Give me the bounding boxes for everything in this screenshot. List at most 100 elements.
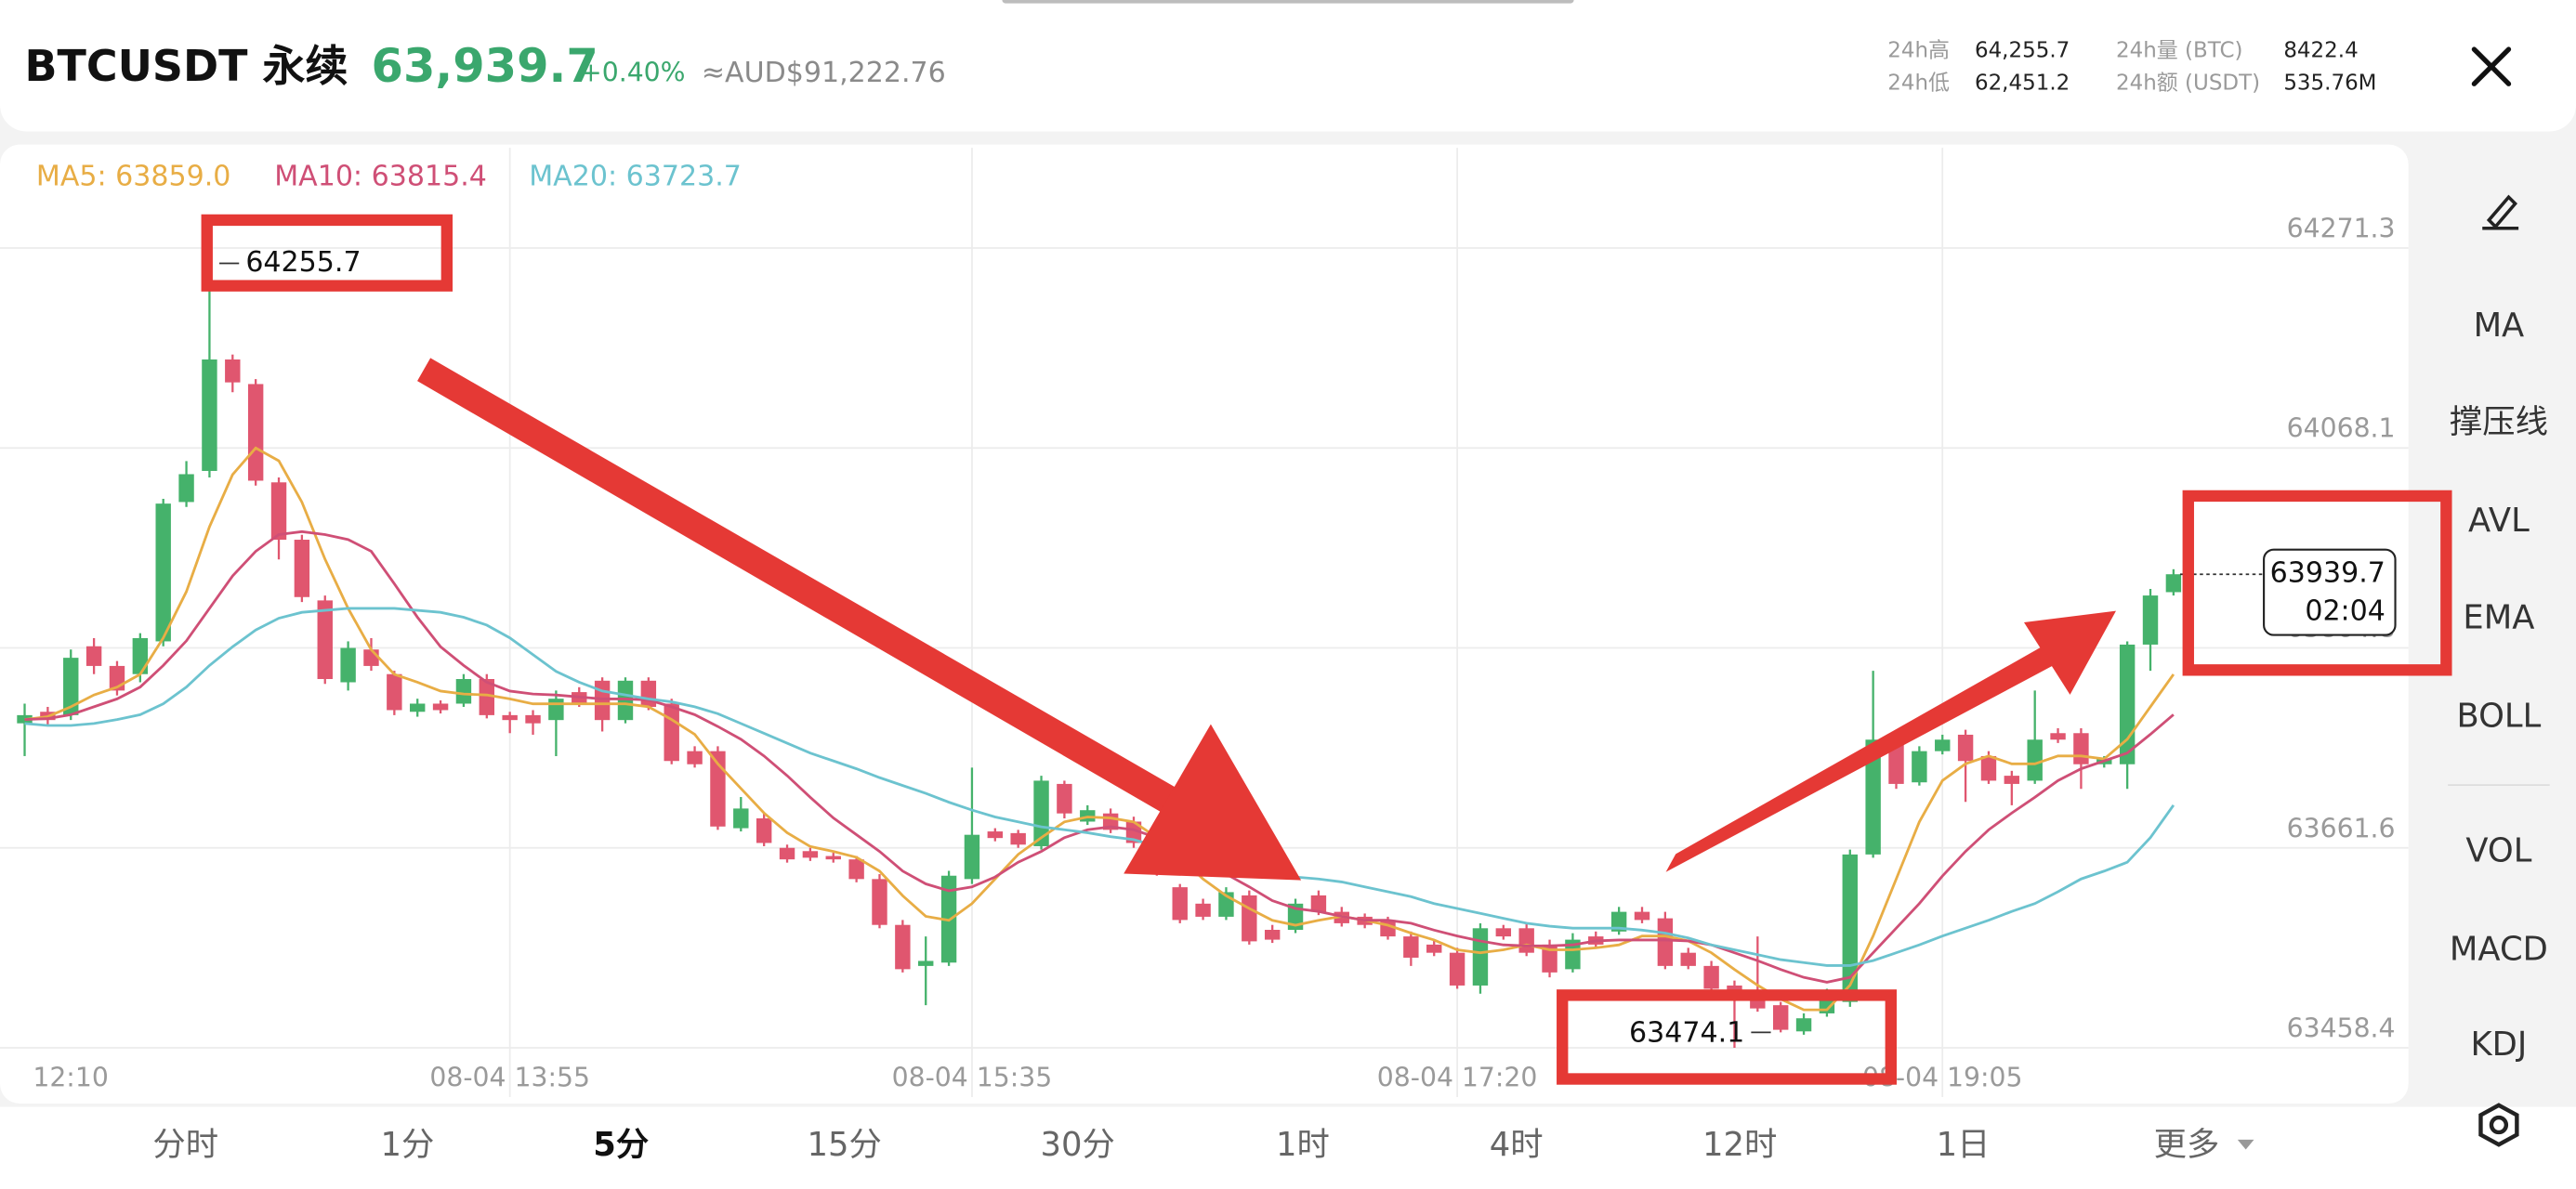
candle-body xyxy=(1750,999,1766,1009)
chart-card xyxy=(0,144,2409,1104)
candle-body xyxy=(1495,928,1512,937)
timeframe-tab[interactable]: 4时 xyxy=(1490,1126,1544,1164)
candle-body xyxy=(178,474,194,503)
timeframe-tab[interactable]: 1分 xyxy=(381,1126,435,1164)
candle-body xyxy=(1242,895,1257,942)
candle-body xyxy=(410,703,426,712)
candle-body xyxy=(1935,739,1951,751)
timeframe-tab[interactable]: 30分 xyxy=(1041,1126,1115,1164)
stat-value: 64,255.7 xyxy=(1975,38,2070,62)
stat-value: 62,451.2 xyxy=(1975,72,2070,96)
candle-body xyxy=(2027,739,2043,781)
candle-body xyxy=(1865,739,1881,855)
y-tick-label: 64271.3 xyxy=(2287,214,2396,244)
x-tick-label: 12:10 xyxy=(33,1063,108,1093)
timeframe-tab[interactable]: 5分 xyxy=(593,1126,649,1164)
last-price: 63,939.7 xyxy=(372,39,598,93)
candle-body xyxy=(848,859,864,880)
candle-body xyxy=(1565,939,1581,970)
ma-line xyxy=(24,607,2175,967)
highlight-box xyxy=(2182,490,2452,676)
candle-body xyxy=(1703,965,1719,989)
candle-body xyxy=(363,649,379,666)
candle-body xyxy=(710,751,726,827)
close-button[interactable] xyxy=(2471,46,2512,86)
ma-line xyxy=(24,446,2175,1012)
candle-body xyxy=(502,714,518,721)
candle-body xyxy=(802,851,819,858)
price-tag-value: 63939.7 xyxy=(2270,557,2385,590)
candle-body xyxy=(202,359,217,471)
candle-body xyxy=(1657,918,1674,966)
ma-line xyxy=(24,529,2175,984)
candle-body xyxy=(2142,595,2159,645)
candle-body xyxy=(63,658,79,715)
candle-body xyxy=(479,679,495,715)
stat-label: 24h低 xyxy=(1887,72,1950,96)
drag-handle xyxy=(1002,0,1574,4)
arrow-head xyxy=(1124,724,1302,881)
candle-body xyxy=(294,540,310,597)
timeframe-bar xyxy=(0,1106,2576,1189)
timeframe-tab[interactable]: 1日 xyxy=(1937,1126,1991,1164)
candle-body xyxy=(1264,929,1281,940)
candle-body xyxy=(1195,903,1211,917)
indicator-button[interactable]: KDJ xyxy=(2470,1026,2527,1064)
timeframe-tab[interactable]: 15分 xyxy=(808,1126,882,1164)
candle-body xyxy=(1310,895,1327,912)
symbol: BTCUSDT 永续 xyxy=(25,41,348,91)
highlight-box xyxy=(1557,989,1897,1085)
dropdown-caret[interactable] xyxy=(2237,1139,2254,1150)
highlight-box xyxy=(201,214,453,292)
candle-body xyxy=(617,680,634,721)
indicator-toolbar: MA 撑压线 AVL EMA BOLL VOL MACD KDJ xyxy=(2448,194,2550,1147)
timeframe-tab[interactable]: 分时 xyxy=(152,1126,218,1164)
candle-body xyxy=(2004,776,2020,784)
candle-body xyxy=(987,831,1004,839)
candle-body xyxy=(225,359,241,383)
indicator-button[interactable]: 撑压线 xyxy=(2450,403,2548,441)
candle-body xyxy=(1172,887,1188,921)
candle-body xyxy=(1610,911,1627,932)
settings-icon[interactable] xyxy=(2478,1103,2519,1147)
candle-body xyxy=(317,600,333,680)
candle-body xyxy=(1795,1018,1812,1032)
candle-body xyxy=(1449,952,1465,986)
candle-body xyxy=(247,384,264,481)
candle-body xyxy=(387,673,402,711)
candle-body xyxy=(664,703,679,762)
candle-body xyxy=(1542,944,1557,973)
candle-body xyxy=(2119,644,2136,764)
indicator-button[interactable]: VOL xyxy=(2465,832,2531,870)
y-tick-label: 64068.1 xyxy=(2287,413,2396,444)
draw-tool-icon[interactable] xyxy=(2482,194,2519,230)
indicator-button[interactable]: MACD xyxy=(2450,931,2548,969)
candle-body xyxy=(1010,832,1026,845)
candle-body xyxy=(2165,574,2182,593)
candle-body xyxy=(1634,911,1650,921)
x-tick-label: 08-04 17:20 xyxy=(1377,1063,1538,1093)
candle-body xyxy=(1518,928,1534,953)
indicator-button[interactable]: EMA xyxy=(2463,599,2534,637)
arrow-shaft xyxy=(417,358,1183,817)
candle-body xyxy=(733,808,749,829)
settings-dot[interactable] xyxy=(2489,1115,2509,1135)
candle-body xyxy=(432,703,449,711)
arrow-head xyxy=(2024,610,2116,695)
candle-body xyxy=(1980,755,1997,781)
close-icon[interactable] xyxy=(2471,46,2512,86)
converted-price: ≈AUD$91,222.76 xyxy=(702,57,946,89)
indicator-button[interactable]: AVL xyxy=(2468,502,2530,540)
header-card xyxy=(0,0,2576,132)
indicator-button[interactable]: MA xyxy=(2474,307,2525,345)
y-tick-label: 63661.6 xyxy=(2287,813,2396,843)
timeframe-tab[interactable]: 1时 xyxy=(1276,1126,1330,1164)
settings-hex[interactable] xyxy=(2478,1103,2519,1147)
timeframe-tab[interactable]: 更多 xyxy=(2154,1126,2220,1164)
candle-body xyxy=(1033,780,1049,846)
stat-label: 24h量 (BTC) xyxy=(2116,38,2242,62)
timeframe-tab[interactable]: 12时 xyxy=(1702,1126,1777,1164)
indicator-button[interactable]: BOLL xyxy=(2456,698,2541,736)
candle-body xyxy=(825,856,841,860)
